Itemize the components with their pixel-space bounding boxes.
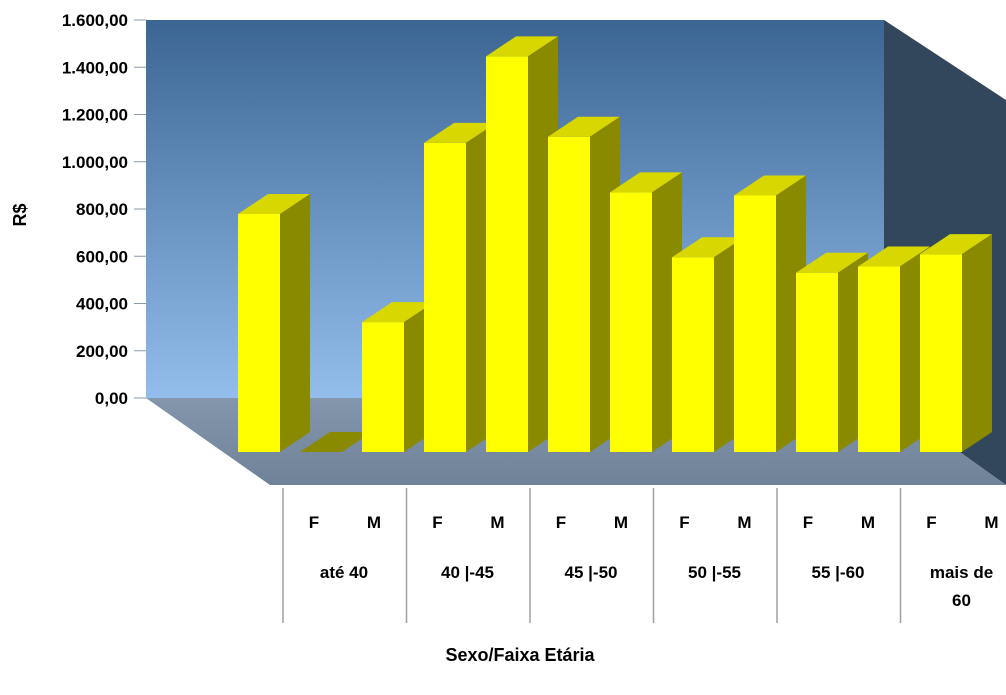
bar — [362, 302, 434, 452]
sex-label: M — [490, 513, 504, 532]
group-label: 55 |-60 — [812, 563, 865, 582]
bar — [424, 122, 496, 452]
sex-label: F — [556, 513, 566, 532]
sex-label: M — [737, 513, 751, 532]
y-tick-label: 600,00 — [76, 247, 128, 266]
bars — [238, 36, 992, 453]
bar — [548, 116, 620, 453]
sex-label: F — [309, 513, 319, 532]
y-tick-label: 800,00 — [76, 200, 128, 219]
y-tick-label: 1.200,00 — [62, 106, 128, 125]
bar — [238, 194, 310, 452]
x-axis-title: Sexo/Faixa Etária — [445, 645, 595, 665]
sex-label: F — [432, 513, 442, 532]
bar — [858, 246, 930, 452]
y-axis-title: R$ — [10, 203, 30, 226]
sex-label: F — [926, 513, 936, 532]
group-label: 40 |-45 — [441, 563, 494, 582]
group-label: 45 |-50 — [565, 563, 618, 582]
bar — [486, 36, 558, 452]
sex-label: F — [679, 513, 689, 532]
y-tick-label: 1.400,00 — [62, 58, 128, 77]
y-tick-label: 400,00 — [76, 295, 128, 314]
sex-label: M — [984, 513, 998, 532]
group-label: 50 |-55 — [688, 563, 741, 582]
y-tick-label: 1.600,00 — [62, 11, 128, 30]
y-axis-ticks: 0,00 200,00 400,00 600,00 800,00 1.000,00 1.20… — [62, 11, 146, 408]
y-tick-label: 0,00 — [95, 389, 128, 408]
y-tick-label: 1.000,00 — [62, 153, 128, 172]
bar — [796, 252, 868, 452]
bar — [920, 234, 992, 452]
sex-label: F — [803, 513, 813, 532]
sex-label: M — [861, 513, 875, 532]
bar — [734, 175, 806, 453]
sex-label: M — [367, 513, 381, 532]
group-label: até 40 — [320, 563, 368, 582]
y-tick-label: 200,00 — [76, 342, 128, 361]
group-label: 60 — [952, 591, 971, 610]
bar — [610, 172, 682, 452]
group-label: mais de — [930, 563, 993, 582]
sex-label: M — [614, 513, 628, 532]
bar — [300, 432, 372, 452]
bar — [672, 237, 744, 452]
